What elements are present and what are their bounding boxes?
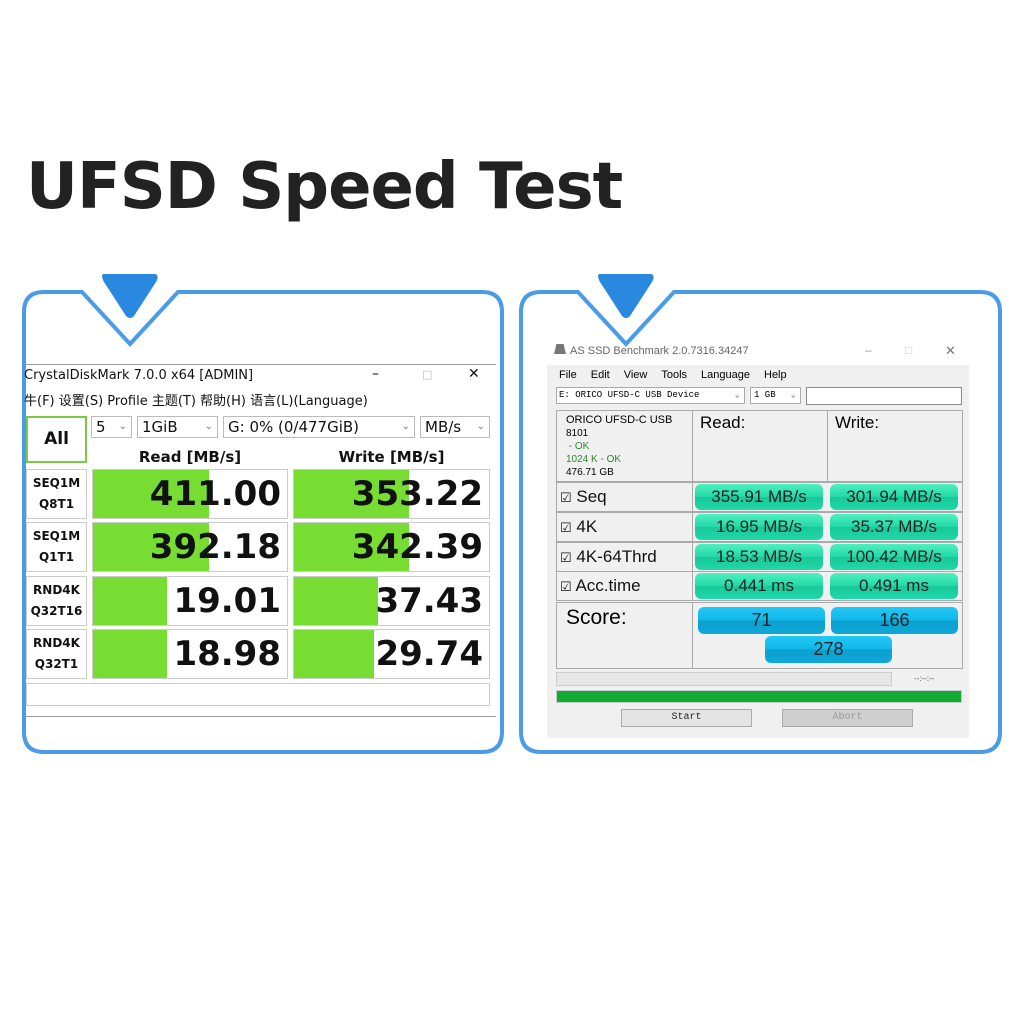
read-result: 392.18 <box>92 522 288 572</box>
menu-item[interactable]: Language <box>701 369 750 381</box>
arrow-down-icon <box>598 274 654 318</box>
write-result: 37.43 <box>293 576 490 626</box>
score-label: Score: <box>556 602 693 669</box>
close-button[interactable]: ✕ <box>468 366 480 382</box>
row-label: RND4K Q32T1 <box>26 629 87 679</box>
score-write: 166 <box>831 607 958 634</box>
arrow-down-icon <box>102 274 158 318</box>
write-bar <box>294 523 410 571</box>
write-result: 35.37 MB/s <box>830 514 958 540</box>
window-title: CrystalDiskMark 7.0.0 x64 [ADMIN] <box>24 368 254 383</box>
menu-bar[interactable]: 牛(F) 设置(S) Profile 主题(T) 帮助(H) 语言(L)(Lan… <box>24 394 368 409</box>
write-result: 0.491 ms <box>830 573 958 599</box>
read-result: 19.01 <box>92 576 288 626</box>
read-bar <box>93 470 210 518</box>
close-button[interactable]: ✕ <box>945 343 956 358</box>
read-bar <box>93 630 167 678</box>
menu-item[interactable]: File <box>559 369 577 381</box>
menu-item[interactable]: View <box>623 369 648 381</box>
maximize-button[interactable]: □ <box>905 343 913 357</box>
read-header: Read: <box>692 410 828 482</box>
write-header: Write: <box>827 410 963 482</box>
read-result: 18.53 MB/s <box>695 544 823 570</box>
total-progress-bar <box>556 690 962 703</box>
menu-item[interactable]: Edit <box>590 369 610 381</box>
score-read: 71 <box>698 607 825 634</box>
size-select[interactable]: 1GiB ⌄ <box>137 416 218 438</box>
read-result: 18.98 <box>92 629 288 679</box>
checkbox-icon[interactable]: ☑ <box>560 579 572 594</box>
device-info: ORICO UFSD-C USB 8101 - OK 1024 K - OK 4… <box>556 410 693 482</box>
window-title: AS SSD Benchmark 2.0.7316.34247 <box>570 345 749 357</box>
drive-icon <box>554 344 566 354</box>
start-button[interactable]: Start <box>621 709 752 727</box>
test-checkbox[interactable]: ☑ Acc.time <box>560 576 641 595</box>
test-checkbox[interactable]: ☑ 4K-64Thrd <box>560 547 657 566</box>
write-header: Write [MB/s] <box>338 448 445 466</box>
minimize-button[interactable]: – <box>372 366 379 382</box>
comment-field[interactable] <box>26 683 490 706</box>
menu-item[interactable]: Tools <box>661 369 688 381</box>
read-result: 0.441 ms <box>695 573 823 599</box>
text-field[interactable] <box>806 387 962 405</box>
menu-bar: File Edit View Tools Language Help <box>559 369 787 381</box>
checkbox-icon[interactable]: ☑ <box>560 550 572 565</box>
score-total: 278 <box>765 636 892 663</box>
read-result: 355.91 MB/s <box>695 484 823 510</box>
write-bar <box>294 470 410 518</box>
row-label: RND4K Q32T16 <box>26 576 87 626</box>
minimize-button[interactable]: – <box>865 343 872 357</box>
test-checkbox[interactable]: ☑ Seq <box>560 487 607 506</box>
decorative-frames <box>22 274 1002 754</box>
read-result: 411.00 <box>92 469 288 519</box>
checkbox-icon[interactable]: ☑ <box>560 520 572 535</box>
abort-button[interactable]: Abort <box>782 709 913 727</box>
write-result: 301.94 MB/s <box>830 484 958 510</box>
write-result: 342.39 <box>293 522 490 572</box>
row-label: SEQ1M Q1T1 <box>26 522 87 572</box>
unit-select[interactable]: MB/s ⌄ <box>420 416 490 438</box>
device-select[interactable]: E: ORICO UFSD-C USB Device ⌄ <box>556 387 745 404</box>
read-result: 16.95 MB/s <box>695 514 823 540</box>
elapsed-time: --:--:-- <box>914 674 935 683</box>
size-select[interactable]: 1 GB ⌄ <box>750 387 801 404</box>
checkbox-icon[interactable]: ☑ <box>560 490 572 505</box>
read-bar <box>93 523 210 571</box>
read-bar <box>93 577 167 625</box>
write-result: 29.74 <box>293 629 490 679</box>
page-title: UFSD Speed Test <box>26 150 623 224</box>
test-progress-bar <box>556 672 892 686</box>
write-result: 353.22 <box>293 469 490 519</box>
test-checkbox[interactable]: ☑ 4K <box>560 517 598 536</box>
maximize-button[interactable]: □ <box>422 368 433 381</box>
menu-item[interactable]: Help <box>764 369 787 381</box>
drive-select[interactable]: G: 0% (0/477GiB) ⌄ <box>223 416 415 438</box>
count-select[interactable]: 5 ⌄ <box>91 416 132 438</box>
write-result: 100.42 MB/s <box>830 544 958 570</box>
all-button[interactable]: All <box>26 416 87 463</box>
row-label: SEQ1M Q8T1 <box>26 469 87 519</box>
read-header: Read [MB/s] <box>138 448 242 466</box>
write-bar <box>294 577 378 625</box>
write-bar <box>294 630 374 678</box>
